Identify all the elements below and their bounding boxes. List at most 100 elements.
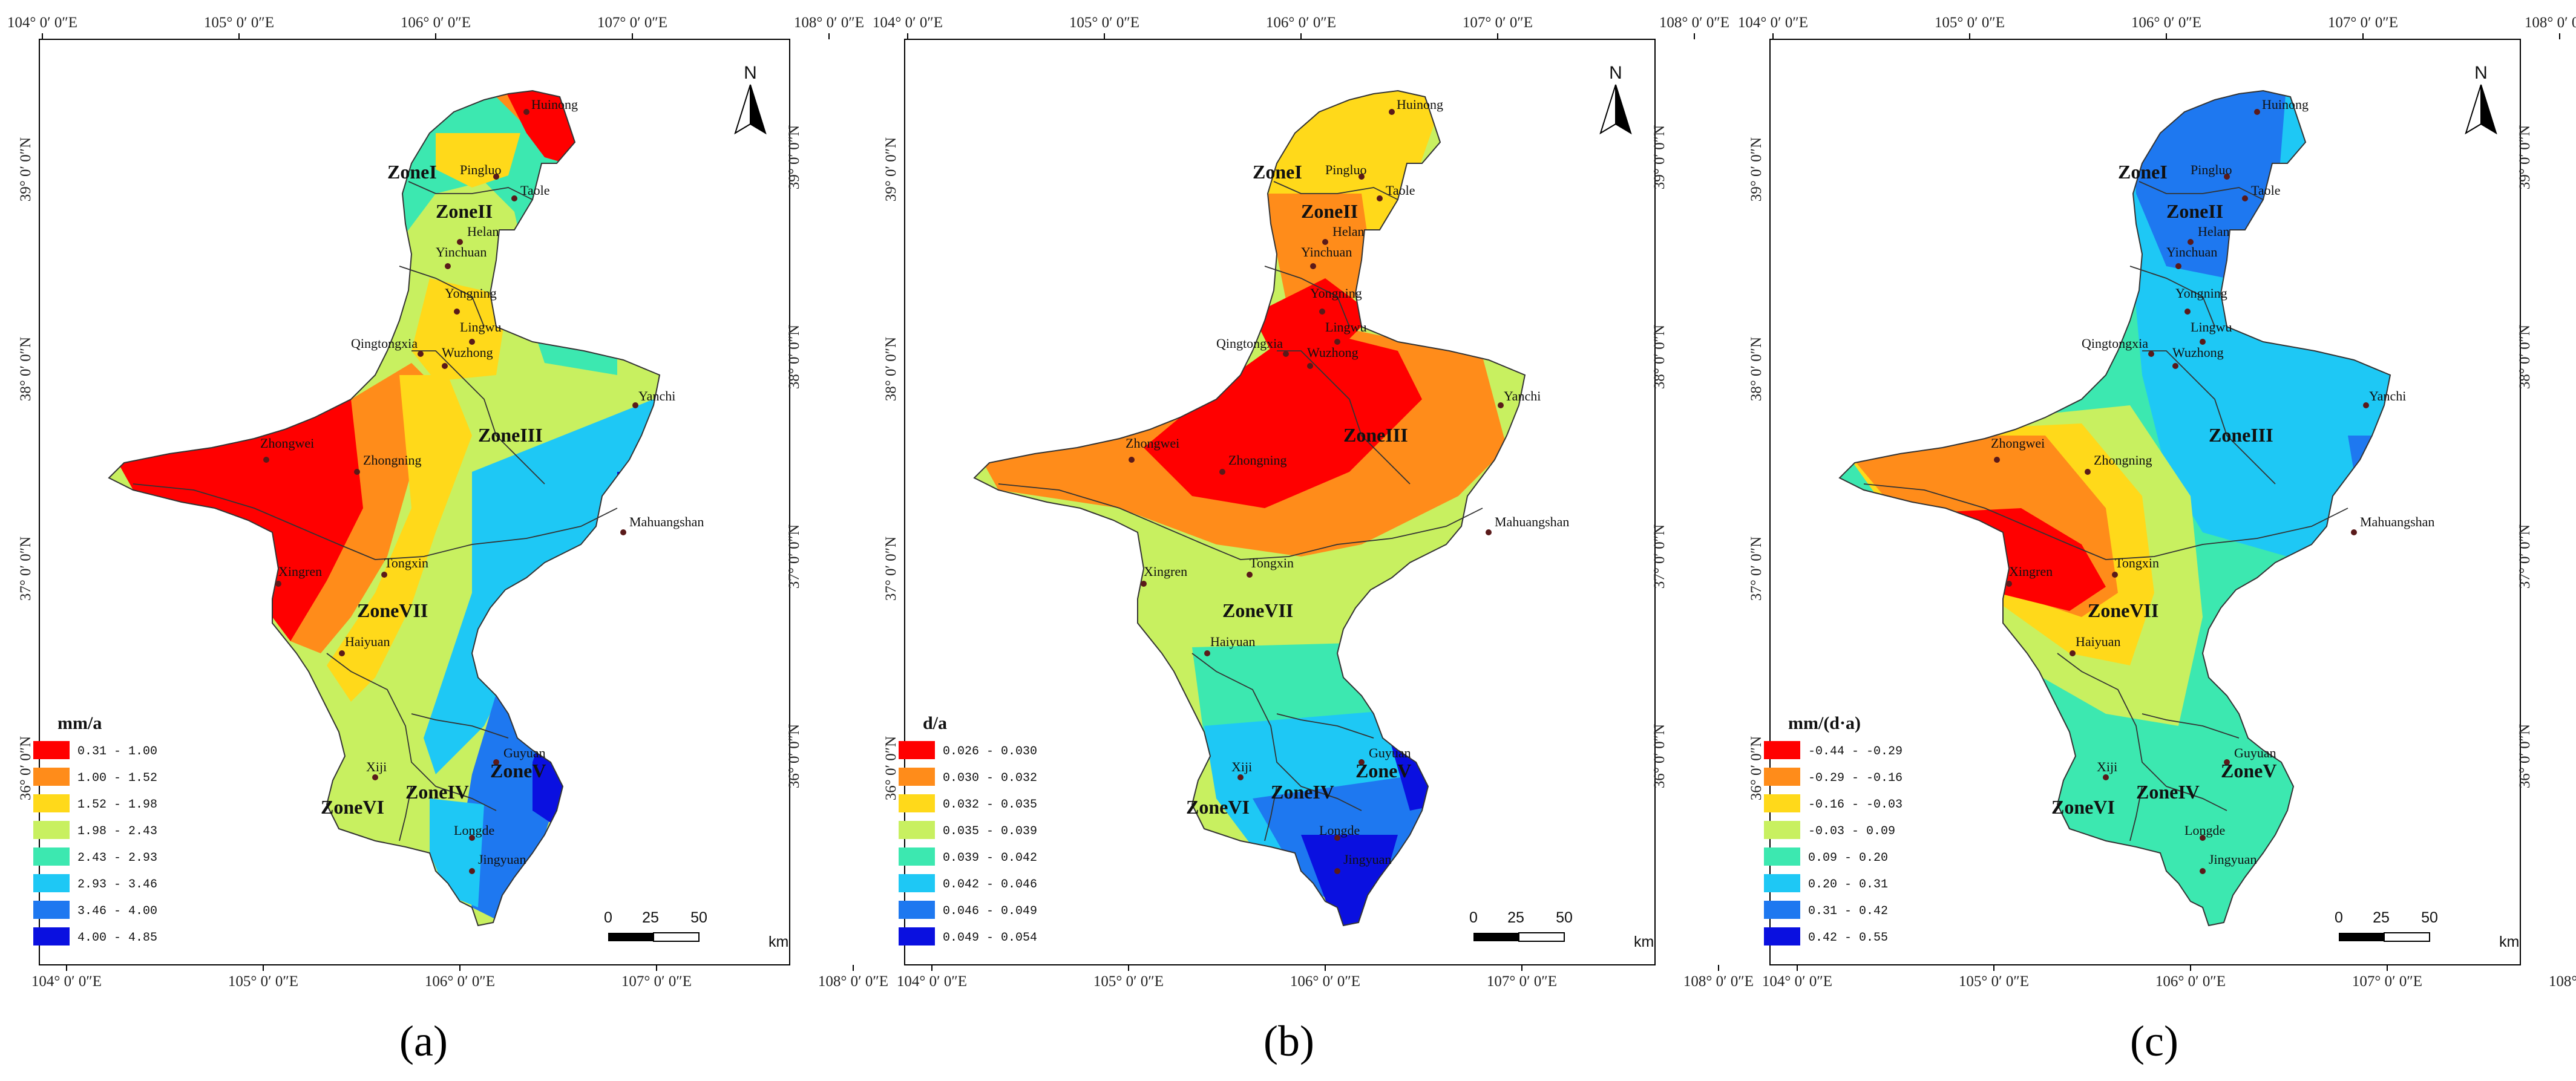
map-panel-a: 104° 0′ 0″E 105° 0′ 0″E 106° 0′ 0″E 107° 0′…: [7, 12, 888, 1077]
city-label: Zhongwei: [1126, 436, 1179, 451]
zone-label: ZoneIV: [405, 781, 469, 803]
legend-item-label: 0.31 - 1.00: [77, 745, 157, 759]
legend-swatch: [33, 794, 70, 812]
city-marker: [1319, 309, 1325, 315]
city-label: Pingluo: [2191, 162, 2232, 177]
lon-tick-label-top: 104° 0′ 0″E: [873, 15, 943, 31]
city-label: Haiyuan: [2076, 634, 2121, 649]
lon-tick-label-top: 104° 0′ 0″E: [1738, 15, 1808, 31]
lon-tick-label-bottom: 105° 0′ 0″E: [1093, 973, 1164, 990]
city-label: Zhongwei: [1991, 436, 2045, 451]
zone-boundary-line: [1276, 713, 1374, 739]
city-label: Qingtongxia: [351, 336, 418, 351]
zone-label: ZoneVII: [357, 599, 428, 621]
legend-swatch: [1764, 927, 1800, 945]
lat-tick-label-left: 37° 0′ 0″N: [1748, 537, 1765, 601]
city-label: Guyuan: [2234, 745, 2276, 760]
panel-label-a: (a): [399, 1017, 448, 1065]
city-label: Helan: [467, 224, 499, 239]
zone-boundary-line: [1273, 181, 1398, 200]
north-arrow-icon: [750, 84, 767, 135]
city-label: Yanchi: [1504, 388, 1541, 403]
zone-label: ZoneI: [2118, 161, 2168, 183]
city-marker: [469, 339, 475, 345]
zone-label: ZoneIII: [1343, 424, 1408, 446]
city-marker: [2242, 195, 2248, 201]
lat-tick-label-right: 36° 0′ 0″N: [1651, 724, 1668, 788]
city-label: Lingwu: [2191, 319, 2232, 335]
zone-boundary-line: [2142, 350, 2276, 485]
zone-boundary-line: [133, 483, 618, 560]
lat-tick-label-right: 37° 0′ 0″N: [1651, 524, 1668, 589]
city-marker: [2254, 109, 2260, 115]
city-label: Zhongning: [1228, 452, 1287, 468]
lon-tick-label-top: 108° 0′ 0″E: [1659, 15, 1729, 31]
ningxia-boundary: [108, 90, 661, 927]
zone-label: ZoneI: [387, 161, 437, 183]
lon-tick-label-bottom: 104° 0′ 0″E: [1762, 973, 1832, 990]
lon-tick-label-top: 108° 0′ 0″E: [2525, 15, 2576, 31]
city-marker: [2006, 581, 2012, 587]
city-label: Helan: [2198, 224, 2230, 239]
legend-title: mm/(d·a): [1788, 713, 1861, 733]
city-label: Qingtongxia: [1216, 336, 1283, 351]
panel-label-b: (b): [1263, 1017, 1314, 1065]
legend-item-label: 0.042 - 0.046: [943, 878, 1037, 892]
scale-unit: km: [2499, 933, 2519, 950]
map-panel-b: 104° 0′ 0″E 105° 0′ 0″E 106° 0′ 0″E 107° 0′…: [873, 12, 1754, 1077]
city-marker: [354, 469, 360, 475]
city-label: Wuzhong: [1307, 345, 1358, 360]
legend: mm/(d·a) -0.44 - -0.29 -0.29 - -0.16 -0.16 …: [1764, 713, 1903, 945]
lon-tick-label-bottom: 104° 0′ 0″E: [897, 973, 967, 990]
lon-tick-label-bottom: 107° 0′ 0″E: [621, 973, 692, 990]
legend-item-label: -0.29 - -0.16: [1808, 771, 1903, 785]
north-arrow-icon: [1615, 84, 1632, 135]
city-label: Yinchuan: [436, 244, 487, 260]
city-marker: [275, 581, 281, 587]
zone-label: ZoneVII: [1222, 599, 1293, 621]
city-marker: [493, 174, 499, 180]
lon-tick-label-top: 105° 0′ 0″E: [1069, 15, 1139, 31]
city-marker: [1322, 239, 1328, 245]
lat-tick-label-left: 36° 0′ 0″N: [883, 736, 899, 800]
scale-bar-segment: [2384, 932, 2430, 942]
map-panel-c: 104° 0′ 0″E 105° 0′ 0″E 106° 0′ 0″E 107° 0′…: [1738, 12, 2576, 1077]
legend-item-label: 0.09 - 0.20: [1808, 851, 1888, 865]
north-label: N: [744, 63, 757, 83]
city-label: Jingyuan: [2209, 852, 2256, 867]
city-marker: [620, 529, 626, 535]
lon-tick-label-bottom: 104° 0′ 0″E: [31, 973, 102, 990]
lat-tick-label-right: 37° 0′ 0″N: [2517, 524, 2533, 589]
scale-bar-segment: [653, 932, 700, 942]
city-label: Jingyuan: [1343, 852, 1391, 867]
city-marker: [1377, 195, 1383, 201]
legend-swatch: [33, 768, 70, 786]
lon-tick-label-top: 106° 0′ 0″E: [1266, 15, 1336, 31]
lon-tick-label-bottom: 105° 0′ 0″E: [1959, 973, 2029, 990]
lat-tick-label-right: 38° 0′ 0″N: [786, 325, 802, 389]
city-label: Mahuangshan: [2360, 514, 2434, 529]
city-label: Xiji: [2097, 759, 2117, 774]
scale-label: 0: [1469, 909, 1478, 926]
city-marker: [1334, 339, 1340, 345]
scale-label: 25: [642, 909, 659, 926]
city-label: Wuzhong: [442, 345, 493, 360]
city-label: Longde: [1319, 823, 1360, 838]
legend-swatch: [1764, 741, 1800, 759]
city-marker: [418, 351, 424, 357]
legend-swatch: [899, 741, 935, 759]
city-label: Xiji: [1231, 759, 1252, 774]
city-marker: [1334, 835, 1340, 841]
legend-swatch: [33, 847, 70, 866]
panel-label-c: (c): [2130, 1017, 2178, 1065]
lat-tick-label-right: 39° 0′ 0″N: [1651, 125, 1668, 189]
zone-label: ZoneVI: [1186, 796, 1250, 818]
zone-boundaries: [1863, 181, 2348, 841]
city-label: Xingren: [278, 564, 322, 579]
lat-tick-label-left: 39° 0′ 0″N: [1748, 137, 1765, 201]
lon-tick-label-bottom: 108° 0′ 0″E: [818, 973, 888, 990]
city-label: Longde: [2184, 823, 2225, 838]
city-label: Yongning: [445, 286, 497, 301]
value-zone-fill: [1253, 278, 1374, 363]
lon-tick-label-top: 107° 0′ 0″E: [2328, 15, 2398, 31]
